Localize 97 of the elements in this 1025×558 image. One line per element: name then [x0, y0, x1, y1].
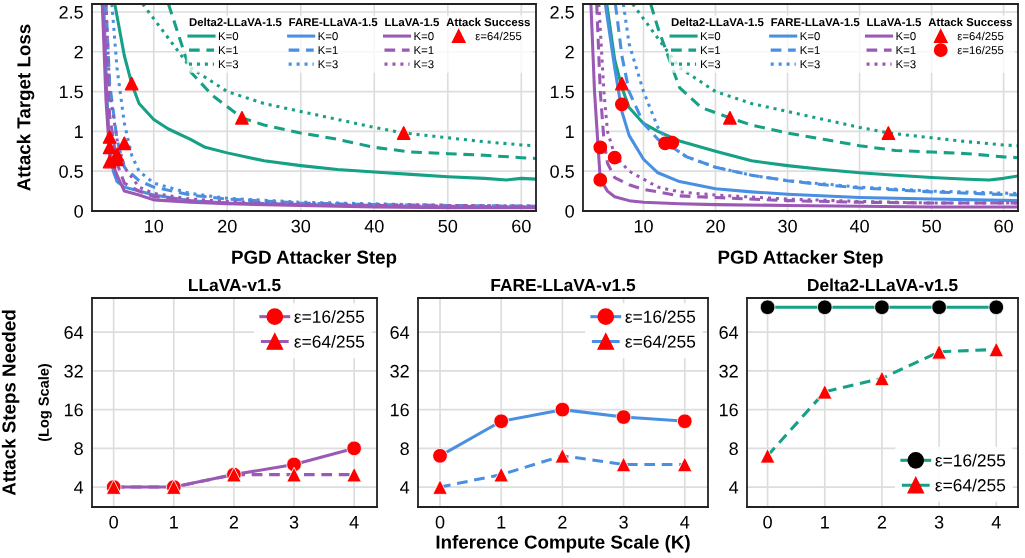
x-tick-label: 3 — [619, 515, 628, 529]
y-tick-label: 32 — [64, 364, 83, 378]
legend-label: ε=16/255 — [957, 45, 1004, 55]
y-axis-title: Attack Target Loss — [16, 24, 35, 191]
y-tick-label: 8 — [400, 442, 409, 456]
x-tick-label: 10 — [145, 219, 164, 233]
y-tick-label: 64 — [64, 326, 84, 339]
legend-label: K=1 — [318, 46, 338, 55]
x-tick-label: 60 — [994, 219, 1013, 233]
x-axis-title: Inference Compute Scale (K) — [436, 534, 690, 553]
legend-label: ε=64/255 — [475, 31, 522, 41]
y-tick-label: 4 — [74, 481, 84, 494]
y-tick-label: 1 — [75, 125, 83, 138]
x-tick-label: 0 — [109, 515, 118, 529]
y-tick-label: 0 — [74, 204, 83, 218]
legend-label: K=0 — [318, 32, 338, 41]
x-tick-label: 50 — [922, 219, 941, 233]
y-tick-label: 16 — [719, 403, 738, 417]
legend-label: ε=64/255 — [935, 478, 1006, 492]
text: FARE-LLaVA-1.5 — [771, 18, 860, 27]
x-tick-label: 2 — [229, 515, 239, 529]
text: LLaVA-1.5 — [385, 18, 440, 27]
x-axis-title: PGD Attacker Step — [718, 250, 883, 268]
x-tick-label: 0 — [435, 515, 445, 529]
legend-label: K=0 — [800, 32, 820, 41]
x-tick-label: 4 — [991, 516, 1001, 529]
x-tick-label: 3 — [934, 515, 944, 529]
legend-label: K=3 — [218, 60, 239, 69]
legend-label: K=1 — [896, 46, 916, 55]
legend-label: K=3 — [414, 60, 434, 69]
y-tick-label: 4 — [400, 481, 410, 494]
x-tick-label: 40 — [364, 219, 384, 233]
x-tick-label: 4 — [680, 516, 690, 529]
chart-title: FARE-LLaVA-v1.5 — [491, 279, 636, 292]
text: Attack Success — [928, 17, 1012, 27]
y-tick-label: 1 — [566, 125, 574, 138]
chart-title: Delta2-LLaVA-v1.5 — [808, 278, 958, 292]
y-tick-label: 64 — [719, 326, 739, 339]
legend-label: ε=16/255 — [625, 310, 696, 323]
x-tick-label: 4 — [349, 516, 359, 529]
x-tick-label: 20 — [706, 219, 725, 233]
x-tick-label: 1 — [170, 516, 178, 529]
text: Attack Success — [446, 17, 530, 27]
legend-label: K=0 — [701, 32, 721, 41]
legend-label: K=3 — [800, 60, 820, 69]
y-tick-label: 1.5 — [59, 85, 83, 99]
legend-label: K=0 — [414, 32, 434, 41]
y-tick-label: 8 — [729, 442, 738, 456]
x-tick-label: 10 — [634, 219, 653, 233]
y-tick-label: 2.5 — [550, 5, 574, 19]
x-tick-label: 2 — [877, 515, 887, 529]
y-tick-label: 4 — [729, 481, 739, 494]
text: (Log Scale) — [38, 363, 52, 442]
legend-label: K=0 — [896, 32, 916, 41]
x-tick-label: 60 — [512, 219, 531, 233]
legend-label: K=3 — [701, 60, 721, 69]
chart-title: LLaVA-v1.5 — [189, 279, 281, 292]
text: FARE-LLaVA-1.5 — [289, 18, 378, 27]
y-tick-label: 16 — [390, 403, 409, 417]
y-tick-label: 0.5 — [59, 165, 83, 178]
legend-label: ε=64/255 — [294, 335, 365, 348]
legend-label: K=3 — [896, 60, 916, 69]
y-tick-label: 2 — [74, 45, 83, 59]
y-tick-label: 1.5 — [550, 85, 574, 99]
y-tick-label: 0.5 — [550, 165, 574, 178]
x-tick-label: 30 — [291, 219, 311, 233]
legend-label: K=1 — [701, 46, 721, 55]
legend-label: ε=16/255 — [294, 310, 365, 323]
x-tick-label: 20 — [218, 219, 237, 233]
legend-label: K=1 — [800, 46, 820, 55]
x-tick-label: 3 — [289, 515, 299, 529]
x-tick-label: 0 — [763, 515, 772, 529]
x-tick-label: 50 — [438, 219, 458, 233]
legend-label: K=1 — [414, 46, 434, 55]
legend-label: K=3 — [318, 60, 338, 69]
y-tick-label: 2.5 — [59, 5, 83, 19]
text: Delta2-LLaVA-1.5 — [189, 17, 282, 27]
y-axis-title: Attack Steps Needed — [1, 310, 20, 496]
legend-label: K=1 — [218, 46, 239, 55]
y-tick-label: 64 — [390, 326, 410, 339]
x-tick-label: 1 — [821, 516, 829, 529]
x-tick-label: 30 — [778, 219, 797, 233]
x-tick-label: 40 — [849, 219, 869, 233]
y-tick-label: 2 — [565, 45, 574, 59]
y-tick-label: 32 — [390, 364, 409, 378]
legend-label: ε=64/255 — [625, 335, 696, 348]
text: LLaVA-1.5 — [867, 18, 922, 27]
x-axis-title: PGD Attacker Step — [232, 250, 397, 268]
y-tick-label: 16 — [64, 403, 83, 417]
legend-label: ε=16/255 — [935, 453, 1006, 467]
text: Delta2-LLaVA-1.5 — [671, 17, 764, 27]
y-tick-label: 8 — [74, 442, 83, 456]
legend-label: ε=64/255 — [957, 31, 1004, 41]
y-tick-label: 0 — [565, 204, 574, 218]
y-tick-label: 32 — [719, 364, 738, 378]
legend-label: K=0 — [218, 32, 239, 41]
x-tick-label: 1 — [497, 516, 506, 529]
